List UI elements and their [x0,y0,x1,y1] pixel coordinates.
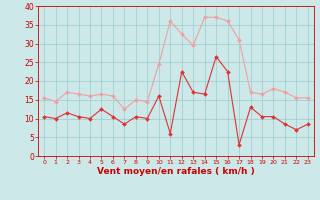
X-axis label: Vent moyen/en rafales ( km/h ): Vent moyen/en rafales ( km/h ) [97,167,255,176]
